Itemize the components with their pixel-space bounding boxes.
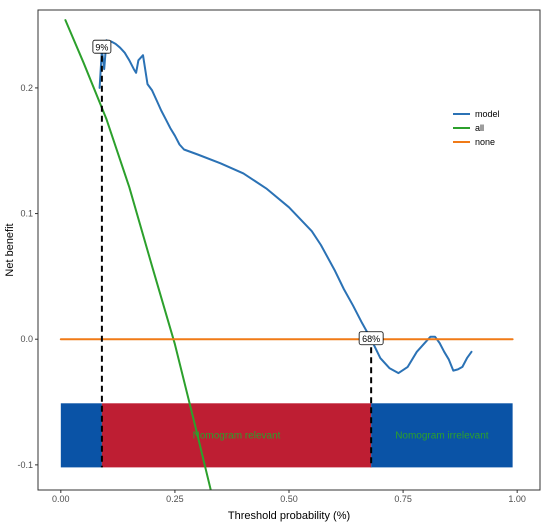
y-tick-label-0: 0.2 xyxy=(20,83,33,93)
cutoff-label-0: 9% xyxy=(95,43,108,53)
x-tick-label-0: 0.00 xyxy=(52,494,70,504)
band-label-1: Nomogram relevant xyxy=(193,430,281,441)
cutoff-box-1 xyxy=(358,331,384,346)
y-axis-title: Net benefit xyxy=(4,223,16,276)
series-line-all xyxy=(64,19,212,490)
cutoff-box-0 xyxy=(92,39,112,54)
bands-layer: Nomogram relevant Nomogram irrelevant xyxy=(60,403,513,468)
legend-label-none: none xyxy=(475,137,495,147)
cutoff-layer: 9% 68% xyxy=(92,39,384,468)
y-tick-label-3: -0.1 xyxy=(17,460,33,470)
band-0 xyxy=(60,403,102,468)
x-tick-label-4: 1.00 xyxy=(508,494,526,504)
x-tick-label-3: 0.75 xyxy=(394,494,412,504)
x-tick-label-1: 0.25 xyxy=(166,494,184,504)
cutoff-label-1: 68% xyxy=(362,334,380,344)
legend-label-all: all xyxy=(475,123,484,133)
legend-label-model: model xyxy=(475,109,500,119)
band-label-2: Nomogram irrelevant xyxy=(395,430,489,441)
axes-layer: 0.00 0.25 0.50 0.75 1.00 0.2 0.1 0.0 -0.1 xyxy=(17,9,541,504)
legend: model all none xyxy=(453,109,500,147)
x-tick-label-2: 0.50 xyxy=(280,494,298,504)
series-line-model xyxy=(98,39,473,375)
band-1 xyxy=(101,403,372,468)
y-tick-label-2: 0.0 xyxy=(20,334,33,344)
x-axis-title: Threshold probability (%) xyxy=(228,510,350,522)
y-tick-label-1: 0.1 xyxy=(20,209,33,219)
band-2 xyxy=(371,403,513,468)
series-layer xyxy=(59,19,514,490)
